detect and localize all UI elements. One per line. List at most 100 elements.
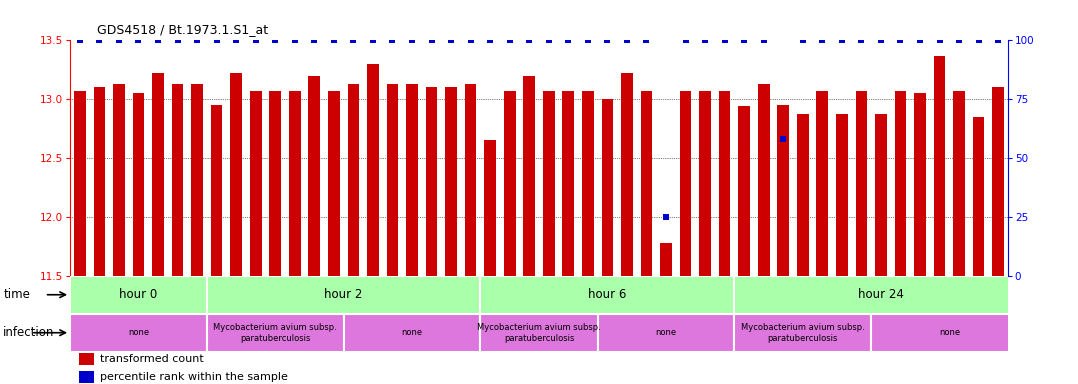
Point [266,37,284,43]
Bar [207,276,481,314]
Bar [207,314,344,352]
Bar [481,314,597,352]
Point [755,37,772,43]
Text: infection: infection [3,326,55,339]
Bar [113,84,125,276]
Point [462,37,480,43]
Point [677,37,694,43]
Bar [367,64,378,276]
Point [150,37,167,43]
Point [598,37,616,43]
Point [814,37,831,43]
Bar [70,314,207,352]
Text: Mycobacterium avium subsp.
paratuberculosis: Mycobacterium avium subsp. paratuberculo… [213,323,337,343]
Bar [211,105,222,276]
Point [540,37,557,43]
Point [794,37,812,43]
Bar [308,76,320,276]
Bar [582,91,594,276]
Bar [972,117,984,276]
Bar [953,91,965,276]
Bar [837,114,847,276]
Bar [875,114,887,276]
Bar [231,73,243,276]
Text: hour 0: hour 0 [120,288,157,301]
Bar [171,84,183,276]
Point [833,37,851,43]
Text: GDS4518 / Bt.1973.1.S1_at: GDS4518 / Bt.1973.1.S1_at [97,23,268,36]
Text: hour 24: hour 24 [858,288,903,301]
Bar [621,73,633,276]
Bar [426,88,438,276]
Bar [816,91,828,276]
Bar [758,84,770,276]
Bar [640,91,652,276]
Bar [347,84,359,276]
Bar [597,314,734,352]
Bar [270,91,281,276]
Bar [94,88,106,276]
Text: Mycobacterium avium subsp.
paratuberculosis: Mycobacterium avium subsp. paratuberculo… [741,323,865,343]
Bar [602,99,613,276]
Point [775,136,792,142]
Bar [734,314,871,352]
Bar [719,91,731,276]
Point [735,37,752,43]
Text: none: none [655,328,677,337]
Point [521,37,538,43]
Bar [700,91,711,276]
Bar [503,91,515,276]
Bar [481,276,734,314]
Point [442,37,459,43]
Point [306,37,323,43]
Text: percentile rank within the sample: percentile rank within the sample [100,372,288,382]
Bar [777,105,789,276]
Bar [734,276,1027,314]
Bar [406,84,418,276]
Bar [484,141,496,276]
Point [129,37,147,43]
Point [501,37,519,43]
Text: none: none [401,328,423,337]
Bar [80,371,94,383]
Bar [289,91,301,276]
Bar [679,91,691,276]
Bar [934,56,945,276]
Bar [344,314,481,352]
Point [853,37,870,43]
Point [872,37,889,43]
Bar [70,276,207,314]
Point [423,37,440,43]
Point [326,37,343,43]
Text: time: time [3,288,30,301]
Bar [250,91,262,276]
Point [716,37,733,43]
Point [892,37,909,43]
Point [619,37,636,43]
Bar [387,84,399,276]
Point [931,37,949,43]
Bar [993,88,1004,276]
Point [71,37,88,43]
Bar [445,88,457,276]
Bar [563,91,575,276]
Bar [543,91,554,276]
Bar [914,93,926,276]
Point [91,37,108,43]
Bar [871,314,1027,352]
Bar [191,84,203,276]
Bar [856,91,868,276]
Bar [133,93,144,276]
Point [559,37,577,43]
Point [364,37,382,43]
Point [286,37,303,43]
Point [227,37,245,43]
Text: Mycobacterium avium subsp.
paratuberculosis: Mycobacterium avium subsp. paratuberculo… [478,323,600,343]
Text: none: none [128,328,149,337]
Bar [738,106,750,276]
Bar [74,91,86,276]
Point [247,37,264,43]
Bar [797,114,808,276]
Text: hour 2: hour 2 [324,288,363,301]
Bar [328,91,340,276]
